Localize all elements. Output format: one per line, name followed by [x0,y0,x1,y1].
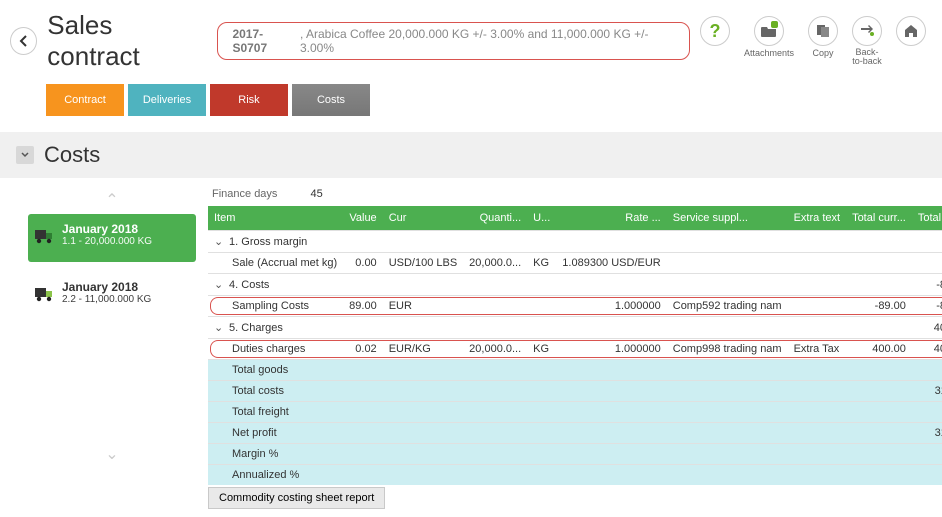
scroll-up-button[interactable]: ⌃ [28,186,196,214]
table-row[interactable]: Sale (Accrual met kg)0.00USD/100 LBS20,0… [208,253,942,274]
table-row[interactable]: Sampling Costs89.00EUR1.000000Comp592 tr… [208,296,942,317]
contract-id: 2017-S0707 [232,27,296,55]
col-item[interactable]: Item [208,206,343,231]
help-button[interactable]: ? [700,16,730,66]
truck-icon [34,224,56,246]
arrow-left-icon [18,35,30,47]
table-row[interactable]: Annualized %0.00 [208,465,942,486]
table-row[interactable]: ⌄ 5. Charges400.000.02 [208,317,942,339]
tab-bar: Contract Deliveries Risk Costs [0,80,942,126]
table-row[interactable]: ⌄ 1. Gross margin0.000.00 [208,231,942,253]
col-tcur[interactable]: Total curr... [846,206,912,231]
tab-contract[interactable]: Contract [46,84,124,116]
swap-icon [852,16,882,46]
table-row[interactable]: Margin %0.00 [208,444,942,465]
table-row[interactable]: Total freight0.000.00 [208,402,942,423]
table-row[interactable]: Total goods0.000.00 [208,360,942,381]
period-sub: 2.2 - 11,000.000 KG [62,294,186,305]
period-card-active[interactable]: January 2018 1.1 - 20,000.000 KG [28,214,196,262]
copy-button[interactable]: Copy [808,16,838,66]
attachments-button[interactable]: Attachments [744,16,794,66]
section-collapse-button[interactable] [16,146,34,164]
period-list: ⌃ January 2018 1.1 - 20,000.000 KG Janua… [28,186,196,468]
tab-risk[interactable]: Risk [210,84,288,116]
tab-deliveries[interactable]: Deliveries [128,84,206,116]
col-extra[interactable]: Extra text [788,206,846,231]
table-row[interactable]: Duties charges0.02EUR/KG20,000.0...KG1.0… [208,339,942,360]
col-cur[interactable]: Cur [383,206,463,231]
period-sub: 1.1 - 20,000.000 KG [62,236,186,247]
costing-report-button[interactable]: Commodity costing sheet report [208,487,385,509]
footer-actions: Commodity costing sheet report [208,487,926,509]
header-actions: ? Attachments Copy Back- to-back [700,16,926,66]
section-title: Costs [44,142,100,168]
col-qty[interactable]: Quanti... [463,206,527,231]
table-row[interactable]: ⌄ 4. Costs-89.000.00 [208,274,942,296]
costs-table: Item Value Cur Quanti... U... Rate ... S… [208,206,942,485]
col-supp[interactable]: Service suppl... [667,206,788,231]
contract-subtitle: 2017-S0707, Arabica Coffee 20,000.000 KG… [217,22,690,60]
contract-desc: , Arabica Coffee 20,000.000 KG +/- 3.00%… [300,27,675,55]
table-row[interactable]: Net profit311.000.02 [208,423,942,444]
page-header: Sales contract 2017-S0707, Arabica Coffe… [0,0,942,80]
back-button[interactable] [10,27,37,55]
costs-panel: Finance days 45 Item Value Cur Quanti...… [208,186,926,509]
tab-costs[interactable]: Costs [292,84,370,116]
copy-icon [808,16,838,46]
back-to-back-label: Back- to-back [852,48,882,66]
table-header-row: Item Value Cur Quanti... U... Rate ... S… [208,206,942,231]
scroll-down-button[interactable]: ⌄ [28,440,196,468]
col-rate[interactable]: Rate ... [556,206,666,231]
page-title: Sales contract [47,10,207,72]
section-header: Costs [0,132,942,178]
copy-label: Copy [812,48,833,58]
back-to-back-button[interactable]: Back- to-back [852,16,882,66]
folder-icon [754,16,784,46]
table-row[interactable]: Total costs311.000.02 [208,381,942,402]
col-value[interactable]: Value [343,206,383,231]
finance-days-row: Finance days 45 [208,186,926,206]
period-card[interactable]: January 2018 2.2 - 11,000.000 KG [28,272,196,320]
period-title: January 2018 [62,280,186,294]
home-button[interactable] [896,16,926,66]
home-icon [896,16,926,46]
help-icon: ? [700,16,730,46]
section-body: ⌃ January 2018 1.1 - 20,000.000 KG Janua… [0,178,942,517]
finance-days-label: Finance days [212,188,277,200]
col-unit[interactable]: U... [527,206,556,231]
chevron-down-icon [21,151,29,159]
col-teur[interactable]: Total EUR [912,206,942,231]
attachments-label: Attachments [744,48,794,58]
period-title: January 2018 [62,222,186,236]
truck-icon [34,282,56,304]
finance-days-value: 45 [311,188,323,200]
